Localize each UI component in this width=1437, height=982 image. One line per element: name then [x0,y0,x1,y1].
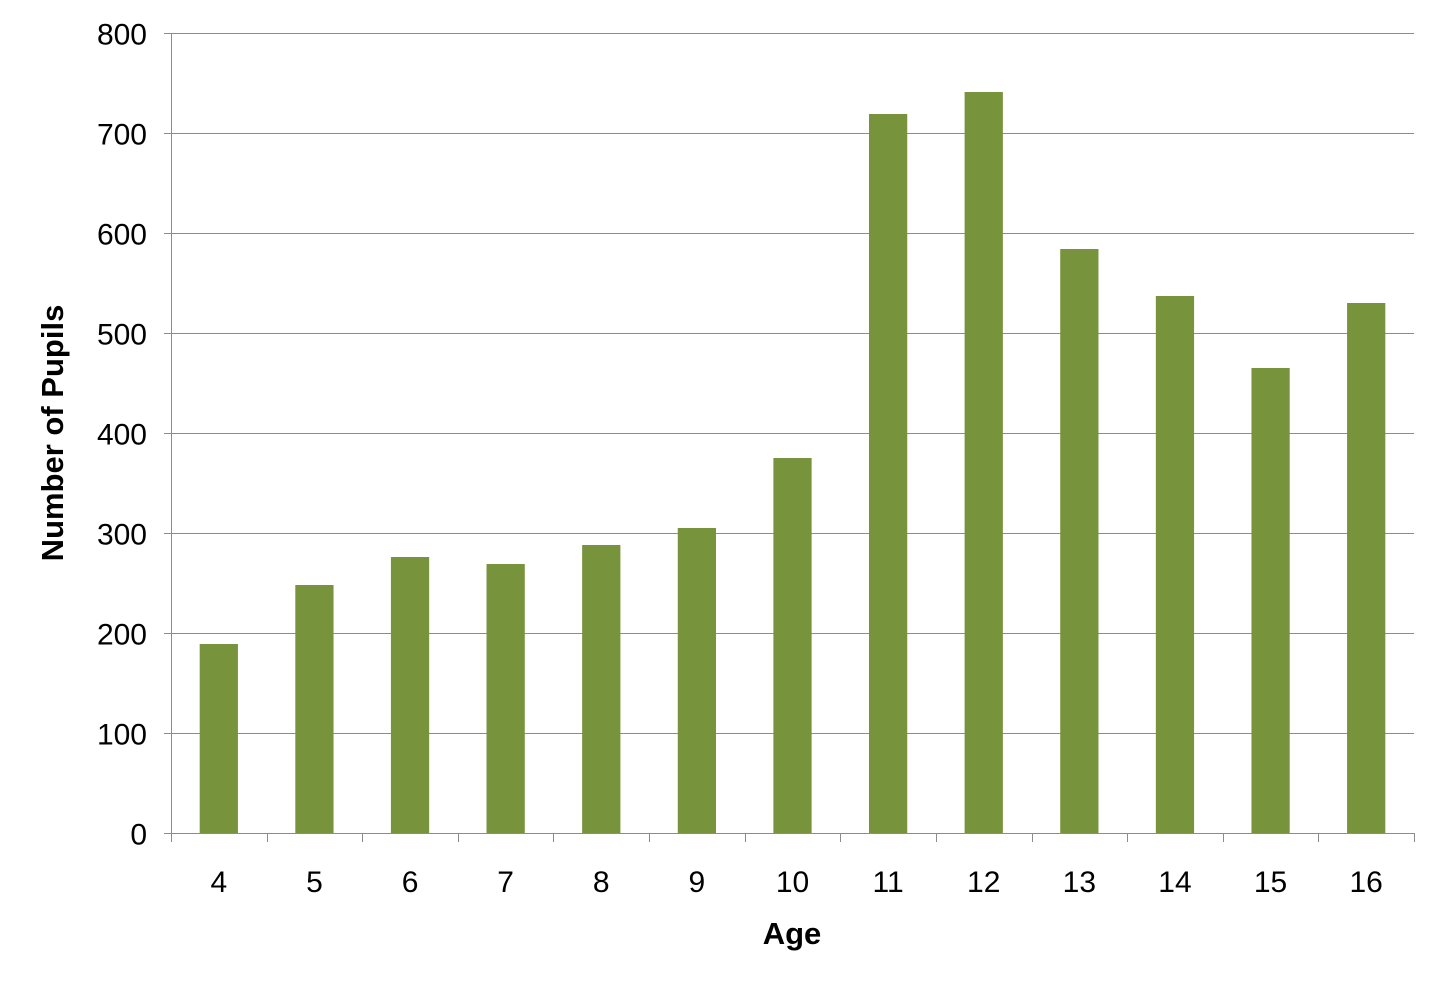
y-axis-title: Number of Pupils [35,305,70,562]
bar-age-6 [390,557,430,833]
y-tick-label: 500 [97,319,147,352]
x-tick-label: 9 [689,866,706,899]
y-tick-label: 300 [97,519,147,552]
bar-age-14 [1155,296,1195,833]
y-tick-label: 400 [97,419,147,452]
y-tick-label: 200 [97,619,147,652]
y-tick-label: 0 [130,819,147,852]
x-tick-label: 16 [1350,866,1383,899]
bars [199,92,1386,833]
x-axis-title: Age [763,916,822,951]
x-tick-label: 12 [967,866,1000,899]
y-tick-label: 100 [97,719,147,752]
bar-age-10 [773,458,812,833]
x-tick-label: 13 [1063,866,1096,899]
x-tick-label: 7 [497,866,514,899]
bar-age-4 [199,644,238,833]
y-tick-label: 800 [97,19,147,52]
x-tick-label: 15 [1254,866,1287,899]
x-tick-label: 10 [776,866,809,899]
y-tick-label: 600 [97,219,147,252]
x-tick-label: 8 [593,866,610,899]
bar-age-15 [1251,368,1290,833]
bar-age-12 [964,92,1003,833]
bar-age-8 [582,545,621,833]
x-tick-label: 5 [306,866,323,899]
x-tick-label: 11 [873,866,904,899]
y-tick-label: 700 [97,119,147,152]
bar-age-13 [1060,249,1099,833]
y-axis-tick-labels: 0 100 200 300 400 500 600 700 800 [97,19,147,852]
bar-age-16 [1347,303,1386,833]
x-tick-label: 14 [1158,866,1191,899]
bar-age-11 [868,114,908,833]
x-tick-label: 4 [210,866,227,899]
x-axis-tick-labels: 4 5 6 7 8 9 10 11 12 13 14 15 16 [210,866,1382,899]
x-tick-label: 6 [402,866,419,899]
bar-age-9 [677,528,717,833]
axes [164,32,1416,842]
bar-age-5 [295,585,334,833]
bar-age-7 [486,564,525,833]
